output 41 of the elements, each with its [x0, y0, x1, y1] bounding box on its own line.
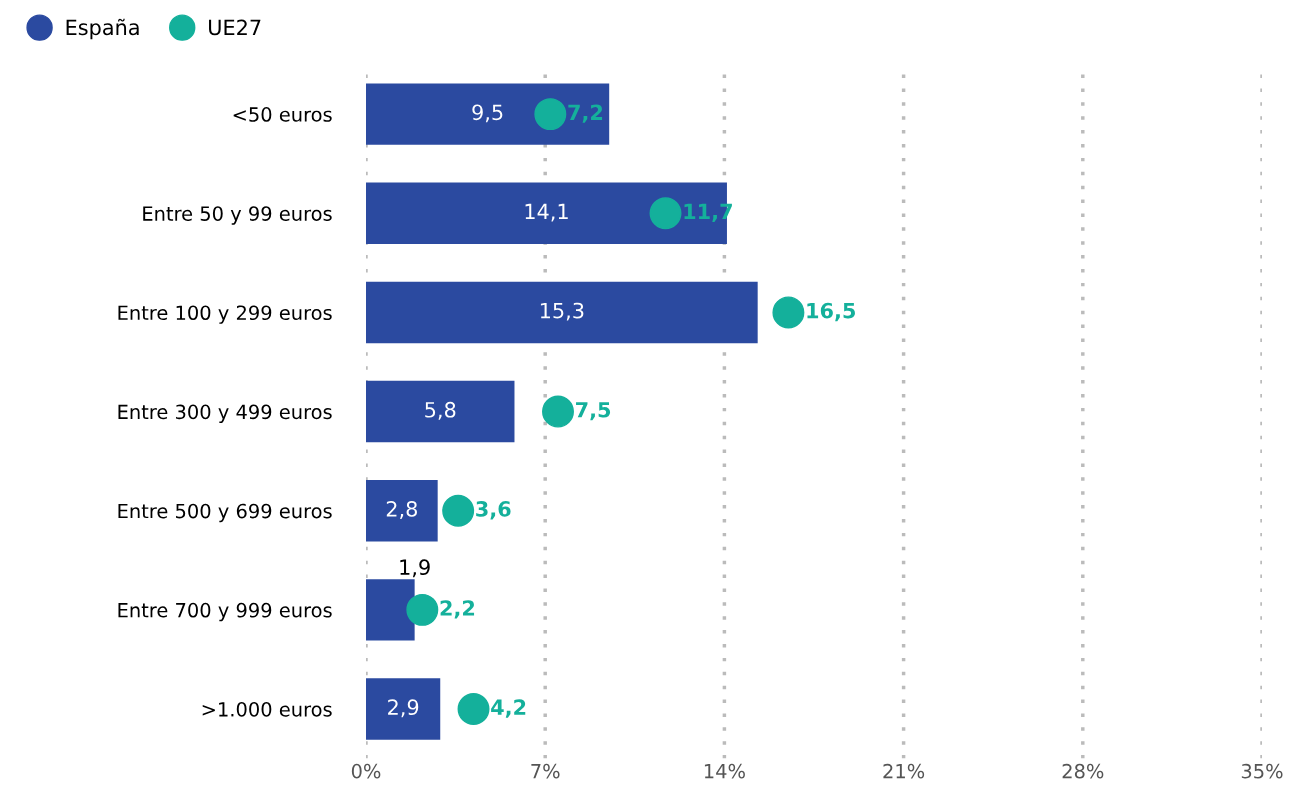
- data-label: 15,3: [540, 302, 584, 321]
- point: [649, 197, 682, 230]
- data-label: 7,2: [568, 104, 603, 123]
- data-label: 14,1: [525, 203, 568, 222]
- data-label: 7,5: [576, 402, 611, 421]
- bar: [366, 579, 415, 641]
- y-tick-label: >1.000 euros: [202, 701, 332, 717]
- bar: [366, 281, 758, 344]
- y-tick-label: Entre 500 y 699 euros: [118, 503, 332, 523]
- point: [406, 593, 439, 626]
- legend-label: España: [66, 18, 139, 40]
- data-label: 2,8: [386, 501, 417, 519]
- legend-label: UE27: [209, 19, 261, 36]
- x-tick-label: 7%: [531, 763, 560, 779]
- x-tick-label: 35%: [1241, 763, 1283, 779]
- bar: [366, 83, 610, 145]
- y-tick-label: Entre 100 y 299 euros: [118, 305, 332, 324]
- data-label: 4,2: [491, 699, 526, 718]
- data-label: 2,9: [388, 699, 419, 718]
- point: [772, 296, 805, 329]
- data-label: 9,5: [472, 104, 503, 123]
- data-label: 5,8: [425, 401, 456, 420]
- x-tick-label: 21%: [883, 763, 925, 779]
- bar: [366, 479, 438, 542]
- y-tick-label: Entre 300 y 499 euros: [118, 404, 332, 423]
- x-tick-label: 14%: [704, 763, 745, 779]
- point: [542, 395, 574, 428]
- data-label: 16,5: [807, 302, 855, 322]
- point: [442, 494, 475, 527]
- y-tick-label: Entre 50 y 99 euros: [143, 206, 332, 225]
- bar: [366, 678, 441, 740]
- x-tick-label: 28%: [1062, 763, 1104, 779]
- point: [534, 98, 567, 131]
- x-tick-label: 0%: [351, 763, 381, 779]
- y-tick-label: Entre 700 y 999 euros: [118, 602, 332, 622]
- bar: [366, 380, 515, 443]
- data-label: 3,6: [476, 501, 511, 520]
- y-tick-label: <50 euros: [233, 107, 332, 122]
- point: [457, 693, 490, 725]
- data-label: 2,2: [440, 600, 475, 619]
- data-label: 1,9: [400, 559, 430, 578]
